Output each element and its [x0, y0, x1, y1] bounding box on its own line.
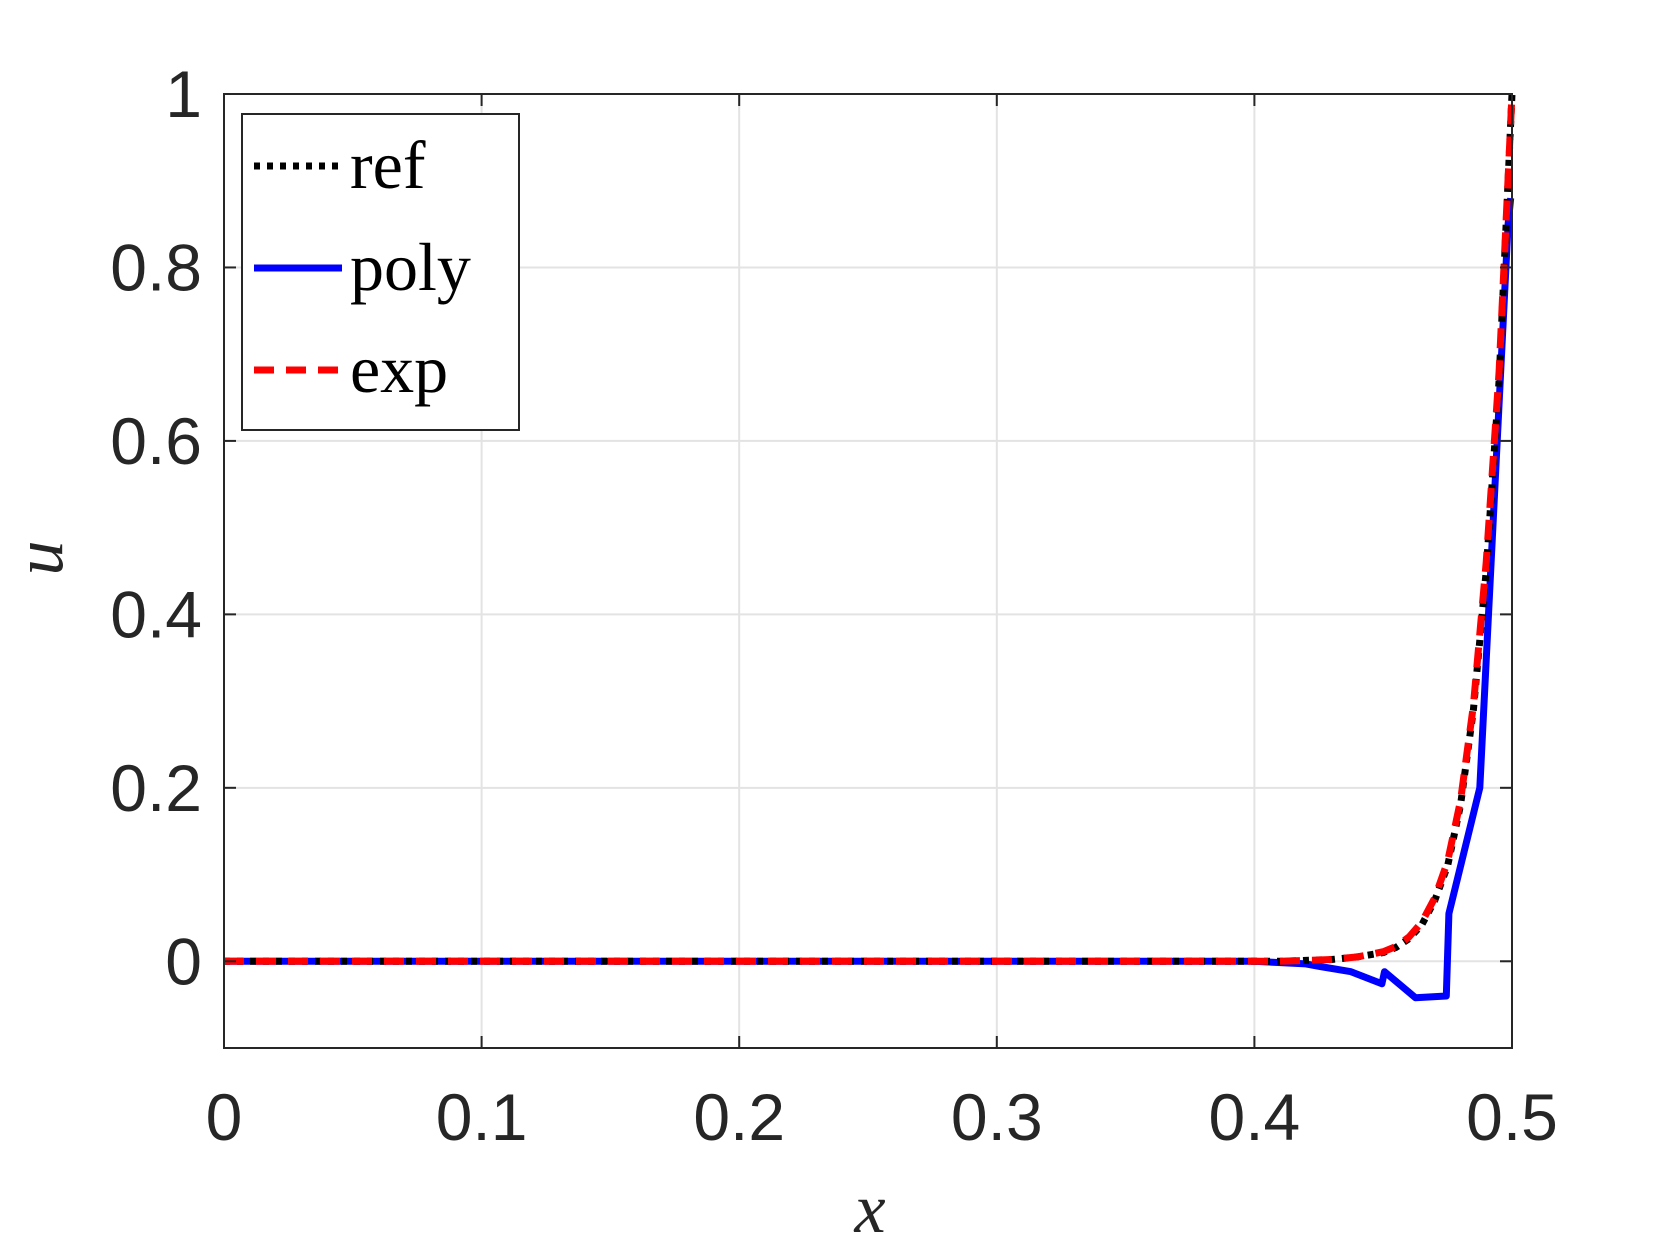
y-tick-label: 0.6: [110, 404, 202, 478]
axes-box: [223, 93, 1513, 1049]
y-axis-label: u: [1, 541, 78, 576]
legend[interactable]: ref poly exp: [241, 113, 520, 431]
series-layer: [224, 93, 1516, 1002]
x-tick-label: 0.1: [436, 1080, 528, 1154]
series-line-exp: [224, 93, 1516, 965]
x-tick-label: 0.2: [693, 1080, 785, 1154]
x-axis-label: x: [853, 1171, 885, 1246]
axis-ticks: [223, 93, 1513, 1048]
y-tick-labels: 0 0.2 0.4 0.6 0.8 1: [110, 57, 202, 998]
y-tick-label: 0.4: [110, 577, 202, 651]
x-tick-labels: 0 0.1 0.2 0.3 0.4 0.5: [206, 1080, 1558, 1154]
x-tick-label: 0: [206, 1080, 243, 1154]
y-tick-label: 0: [165, 924, 202, 998]
x-tick-label: 0.5: [1466, 1080, 1558, 1154]
legend-box: [241, 113, 520, 431]
legend-label-exp: exp: [350, 331, 448, 407]
y-tick-label: 1: [165, 57, 202, 131]
x-tick-label: 0.4: [1209, 1080, 1301, 1154]
y-tick-label: 0.2: [110, 751, 202, 825]
x-tick-label: 0.3: [951, 1080, 1043, 1154]
legend-label-ref: ref: [350, 127, 426, 203]
legend-label-poly: poly: [350, 229, 471, 305]
y-tick-label: 0.8: [110, 230, 202, 304]
